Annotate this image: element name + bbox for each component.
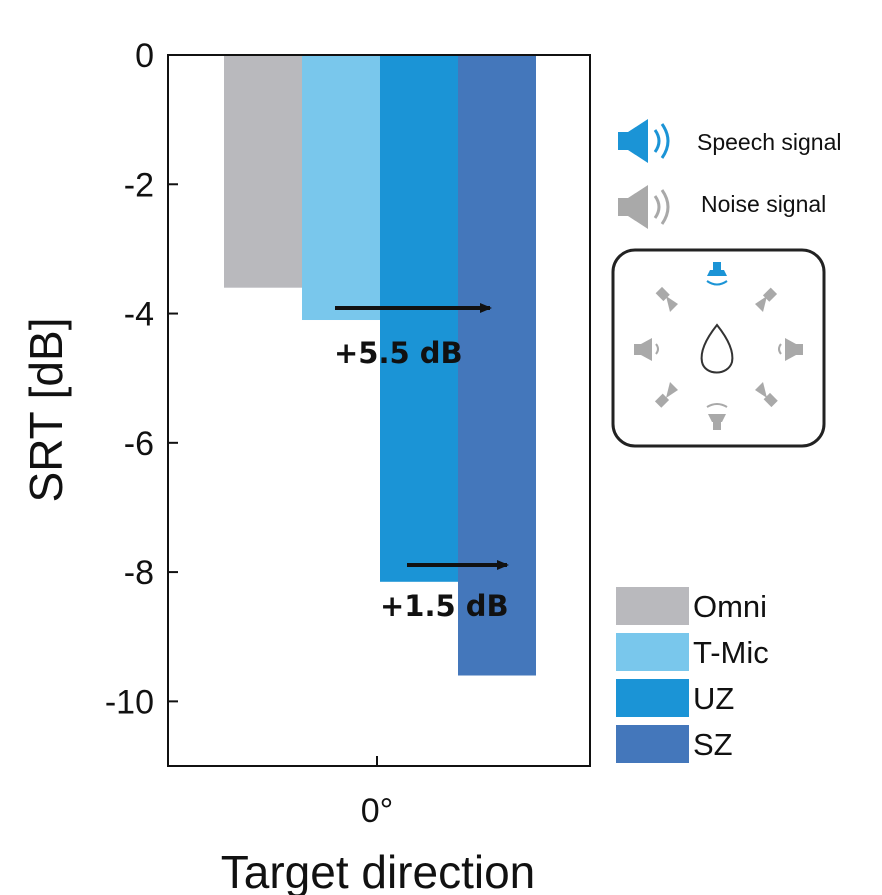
y-tick-label: -2 <box>124 166 154 204</box>
legend-swatch <box>616 587 689 625</box>
y-tick-label: 0 <box>135 37 154 75</box>
head-icon <box>700 323 734 374</box>
speaker-icon <box>654 382 678 408</box>
speaker-icon <box>778 338 803 361</box>
legend-swatch <box>616 725 689 763</box>
speaker-icon <box>706 262 728 286</box>
bar-uz <box>380 55 458 582</box>
legend-label: UZ <box>693 681 734 716</box>
legend-label: SZ <box>693 727 733 762</box>
legend-swatch <box>616 679 689 717</box>
speaker-icon <box>755 287 778 312</box>
y-tick-label: -6 <box>124 425 154 463</box>
speaker-setup-inset <box>611 248 826 448</box>
speech-signal-label: Speech signal <box>697 129 842 155</box>
x-axis-label: Target direction <box>221 846 536 895</box>
speaker-icon <box>655 286 678 312</box>
series-legend: Omni T-Mic UZ SZ <box>616 587 769 763</box>
y-axis: 0 -2 -4 -6 -8 -10 <box>105 37 178 721</box>
speaker-icon <box>618 185 670 229</box>
bar-sz <box>458 55 536 676</box>
plot-frame <box>167 54 591 767</box>
annotation-label-1: +5.5 dB <box>334 336 463 370</box>
y-axis-label: SRT [dB] <box>20 318 72 503</box>
bar-omni <box>224 55 302 288</box>
noise-signal-label: Noise signal <box>701 191 826 217</box>
speech-signal-legend: Speech signal <box>618 119 842 163</box>
bar-t-mic <box>302 55 380 321</box>
speaker-icon <box>755 382 778 408</box>
annotation-label-2: +1.5 dB <box>380 589 509 623</box>
y-tick-label: -4 <box>124 296 154 334</box>
speaker-icon <box>618 119 670 163</box>
speaker-icon <box>634 338 659 361</box>
y-tick-label: -10 <box>105 683 154 721</box>
legend-swatch <box>616 633 689 671</box>
noise-signal-legend: Noise signal <box>618 185 826 229</box>
bars <box>224 55 536 676</box>
x-tick-label: 0° <box>361 792 394 830</box>
y-tick-label: -8 <box>124 554 154 592</box>
legend-label: Omni <box>693 589 767 624</box>
legend-label: T-Mic <box>693 635 769 670</box>
speaker-icon <box>706 403 728 430</box>
